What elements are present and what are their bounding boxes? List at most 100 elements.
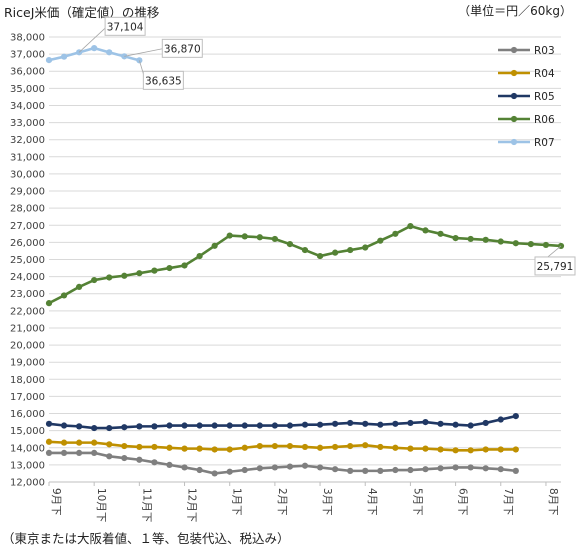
y-tick-label: 25,000 [10,255,45,266]
data-point-R04 [181,445,188,452]
data-point-R04 [392,444,399,451]
data-point-R03 [106,453,113,460]
y-tick-label: 19,000 [10,358,45,369]
data-point-R03 [392,466,399,474]
y-tick-label: 12,000 [10,478,45,489]
data-point-R05 [226,422,233,429]
data-label: 37,104 [107,21,144,33]
data-point-R06 [422,227,429,234]
data-point-R04 [377,443,384,451]
legend-label: R04 [534,68,555,80]
data-point-R03 [91,449,98,457]
y-tick-label: 27,000 [10,221,45,232]
data-point-R03 [497,466,504,473]
data-point-R04 [166,444,173,451]
y-tick-label: 33,000 [10,118,45,129]
y-tick-label: 35,000 [10,84,45,95]
y-tick-label: 36,000 [10,67,45,78]
data-point-R06 [467,235,474,243]
data-point-R07 [91,45,98,52]
data-point-R04 [286,442,294,450]
data-point-R06 [512,240,519,247]
data-point-R03 [196,466,203,474]
data-point-R04 [407,445,414,452]
series-line-R04 [48,440,516,452]
y-tick-label: 37,000 [10,50,45,61]
data-point-R05 [392,420,399,427]
data-point-R06 [45,300,53,307]
data-point-R03 [136,456,143,463]
x-tick-label: 3月下 [321,488,333,516]
data-point-R04 [362,442,369,449]
data-point-R05 [332,420,339,427]
data-point-R05 [196,422,203,429]
data-point-R04 [497,446,504,453]
data-point-R03 [256,465,263,472]
data-point-R03 [467,464,474,471]
y-tick-label: 15,000 [10,426,45,437]
data-point-R04 [512,446,519,453]
x-tick-label: 12月下 [186,488,198,522]
y-tick-label: 31,000 [10,152,45,163]
data-point-R04 [151,443,158,451]
legend-label: R06 [534,114,555,126]
data-point-R06 [316,252,324,260]
data-label-box [104,16,146,36]
data-point-R03 [226,468,233,475]
data-point-R06 [151,267,158,274]
data-point-R05 [407,419,414,427]
y-tick-label: 23,000 [10,289,45,300]
y-tick-label: 34,000 [10,101,45,112]
data-point-R03 [512,467,519,474]
data-point-R04 [271,442,278,450]
data-point-R04 [452,447,459,454]
y-tick-label: 22,000 [10,306,45,317]
x-tick-label: 1月下 [231,488,243,516]
x-tick-label: 5月下 [411,488,423,516]
x-tick-label: 9月下 [50,488,62,516]
data-point-R03 [271,464,278,471]
data-point-R03 [316,464,324,471]
data-point-R06 [121,272,128,279]
y-tick-label: 30,000 [10,169,45,180]
data-label: 25,791 [537,261,574,273]
legend-marker-R07 [510,138,518,146]
data-point-R03 [151,459,158,466]
data-point-R05 [91,424,98,432]
y-tick-label: 16,000 [10,409,45,420]
x-tick-label: 10月下 [95,488,107,522]
data-point-R06 [377,237,384,244]
data-point-R03 [422,466,429,473]
data-point-R05 [467,422,474,429]
data-point-R03 [181,464,188,471]
data-point-R06 [181,262,188,269]
data-point-R06 [527,240,534,248]
data-point-R05 [301,421,309,428]
y-tick-label: 21,000 [10,323,45,334]
y-tick-label: 24,000 [10,272,45,283]
footnote: （東京または大阪着値、１等、包装代込、税込み） [2,531,290,546]
data-point-R06 [106,274,113,281]
data-point-R05 [151,423,158,430]
data-point-R04 [106,441,113,448]
data-point-R04 [45,438,53,445]
data-point-R03 [362,467,369,474]
x-tick-label: 11月下 [140,488,152,522]
data-point-R06 [241,233,248,240]
data-point-R05 [286,422,294,429]
data-label-box [534,256,576,276]
x-tick-label: 7月下 [502,488,514,516]
data-point-R06 [482,236,489,243]
data-point-R05 [422,418,429,426]
data-point-R03 [332,466,339,473]
data-point-R04 [196,445,203,452]
data-point-R06 [437,230,444,237]
data-point-R06 [347,246,354,254]
data-point-R04 [482,446,489,453]
data-point-R03 [76,449,83,457]
data-point-R05 [166,422,173,429]
data-point-R06 [256,234,263,241]
data-point-R06 [196,252,203,260]
